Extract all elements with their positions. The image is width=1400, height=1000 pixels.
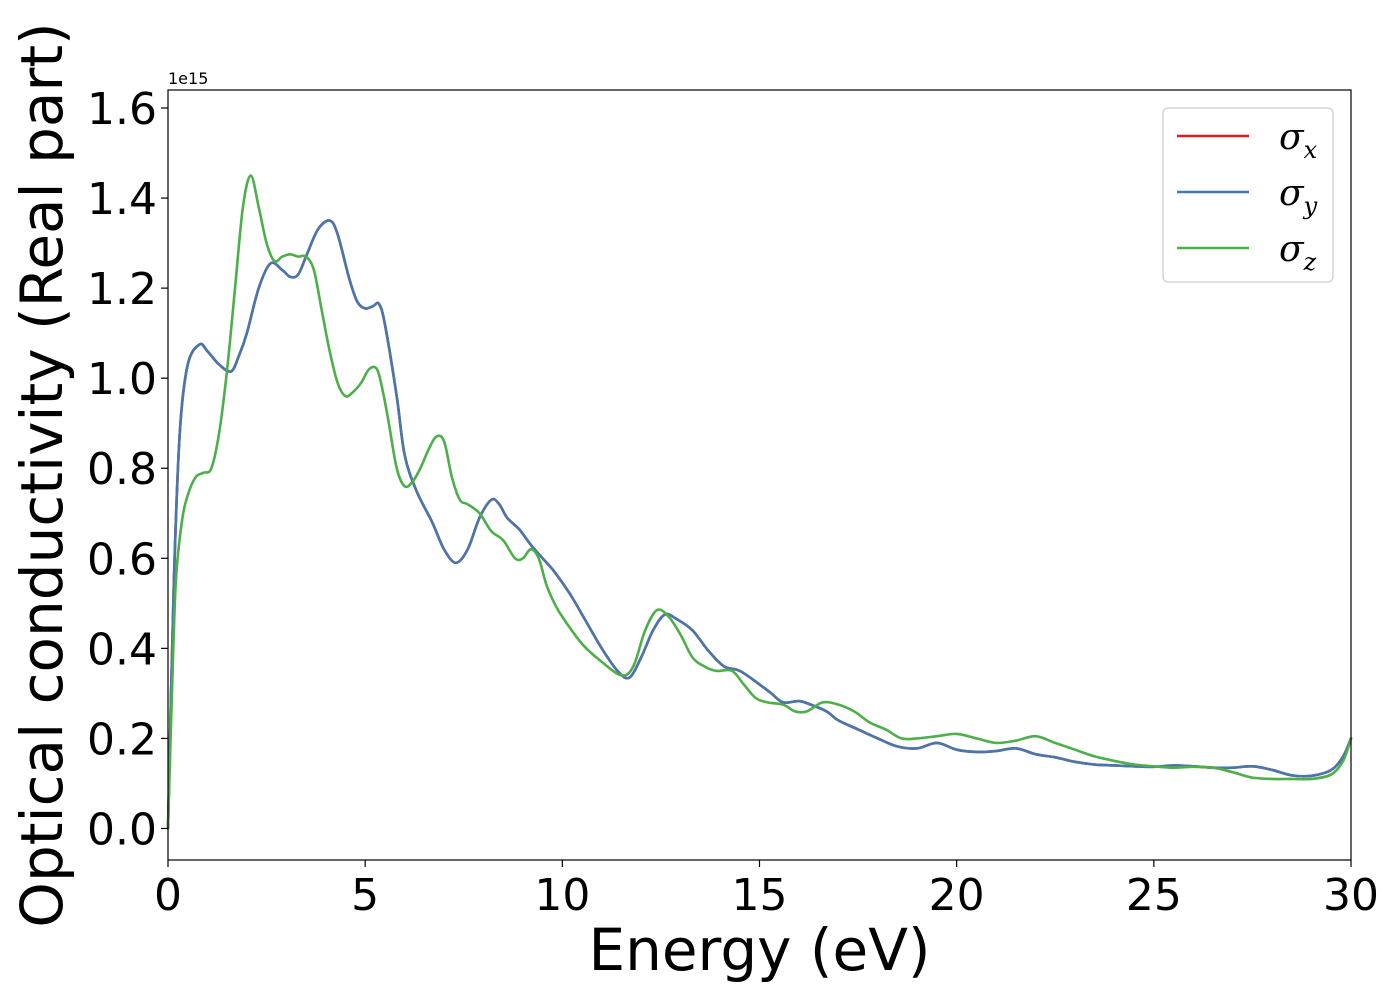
legend-label-x: σx (1279, 117, 1318, 164)
x-axis-ticks: 0 5 10 15 20 25 30 (154, 860, 1379, 921)
x-tick-label: 20 (929, 870, 985, 921)
legend-box (1162, 107, 1334, 283)
y-tick-label: 0.4 (87, 624, 157, 675)
x-tick-label: 5 (351, 870, 379, 921)
x-tick-label: 10 (534, 870, 590, 921)
series-line-z (166, 174, 1353, 830)
y-tick-label: 0.2 (87, 714, 157, 765)
y-axis-ticks: 0.0 0.2 0.4 0.6 0.8 1.0 1.2 1.4 1.6 (87, 84, 168, 855)
x-tick-label: 0 (154, 870, 182, 921)
legend-label-z: σz (1279, 229, 1317, 276)
y-tick-label: 0.8 (87, 444, 157, 495)
x-tick-label: 15 (732, 870, 788, 921)
y-tick-label: 1.6 (87, 84, 157, 135)
y-tick-label: 1.4 (87, 174, 157, 225)
x-tick-label: 30 (1323, 870, 1379, 921)
y-tick-label: 0.0 (87, 804, 157, 855)
y-tick-label: 1.0 (87, 354, 157, 405)
x-tick-label: 25 (1126, 870, 1182, 921)
legend: σx σy σz (1162, 107, 1334, 283)
y-tick-label: 1.2 (87, 264, 157, 315)
y-axis-title: Optical conductivity (Real part) (8, 22, 76, 927)
legend-label-y: σy (1279, 173, 1318, 220)
x-axis-title: Energy (eV) (588, 916, 930, 984)
series-layer (166, 174, 1353, 830)
series-line-y (166, 219, 1353, 830)
y-tick-label: 0.6 (87, 534, 157, 585)
y-offset-label: 1e15 (168, 69, 208, 88)
